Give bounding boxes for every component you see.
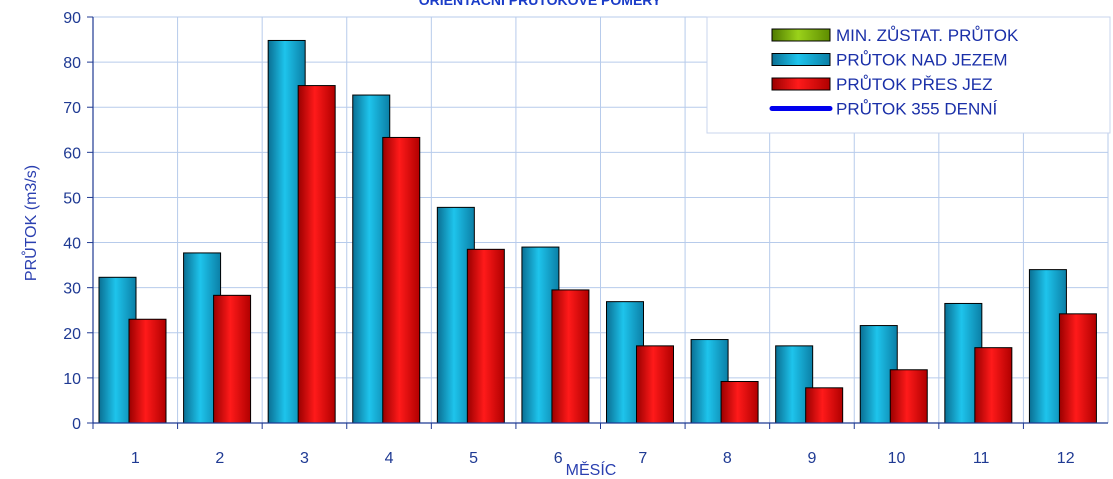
y-tick-label: 0 (72, 416, 81, 433)
bar-prutok-pres-jez (805, 387, 844, 424)
y-tick-label: 40 (63, 236, 81, 253)
x-tick-label: 4 (385, 450, 394, 467)
bar-prutok-pres-jez (889, 369, 928, 424)
legend-label: PRŮTOK NAD JEZEM (836, 51, 1008, 70)
bar-prutok-pres-jez (382, 136, 421, 424)
axes (87, 16, 1108, 429)
legend-swatch (771, 53, 831, 66)
legend-label: PRŮTOK 355 DENNÍ (836, 100, 998, 119)
x-tick-label: 12 (1057, 450, 1075, 467)
x-tick-labels: 1 2 3 4 5 6 7 8 9 10 11 12 (131, 450, 1075, 467)
y-tick-label: 10 (63, 371, 81, 388)
y-tick-label: 90 (63, 10, 81, 27)
x-axis-title: MĚSÍC (566, 460, 617, 479)
x-tick-label: 5 (469, 450, 478, 467)
y-tick-label: 60 (63, 145, 81, 162)
y-tick-label: 80 (63, 55, 81, 72)
legend-swatch (771, 77, 831, 91)
bars (98, 39, 1097, 424)
x-tick-label: 3 (300, 450, 309, 467)
y-tick-label: 50 (63, 190, 81, 207)
bar-prutok-pres-jez (551, 289, 590, 424)
y-tick-labels: 0 10 20 30 40 50 60 70 80 90 (63, 10, 81, 433)
y-tick-label: 70 (63, 100, 81, 117)
x-tick-label: 11 (973, 450, 990, 467)
y-tick-label: 20 (63, 326, 81, 343)
x-tick-label: 7 (638, 450, 647, 467)
x-tick-label: 8 (723, 450, 732, 467)
bar-prutok-pres-jez (636, 345, 674, 424)
y-tick-label: 30 (63, 281, 81, 298)
bar-prutok-pres-jez (297, 85, 336, 424)
legend-label: PRŮTOK PŘES JEZ (836, 75, 993, 94)
x-tick-label: 10 (888, 450, 906, 467)
bar-prutok-pres-jez (974, 347, 1013, 424)
x-tick-label: 6 (554, 450, 563, 467)
legend-swatch (771, 28, 831, 42)
bar-prutok-pres-jez (128, 318, 167, 424)
gridlines (93, 16, 1109, 423)
legend-label: MIN. ZŮSTAT. PRŮTOK (836, 26, 1019, 45)
x-tick-label: 2 (215, 450, 224, 467)
bar-prutok-pres-jez (720, 380, 759, 424)
chart-title: ORIENTAČNÍ PRŮTOKOVÉ POMĚRY (419, 0, 662, 8)
x-tick-label: 9 (808, 450, 817, 467)
bar-prutok-pres-jez (466, 248, 505, 424)
bar-prutok-pres-jez (213, 294, 252, 424)
bar-prutok-pres-jez (1058, 313, 1097, 424)
y-axis-title: PRŮTOK (m3/s) (21, 165, 40, 281)
x-tick-label: 1 (131, 450, 140, 467)
legend: MIN. ZŮSTAT. PRŮTOK PRŮTOK NAD JEZEM PRŮTO… (706, 16, 1111, 134)
